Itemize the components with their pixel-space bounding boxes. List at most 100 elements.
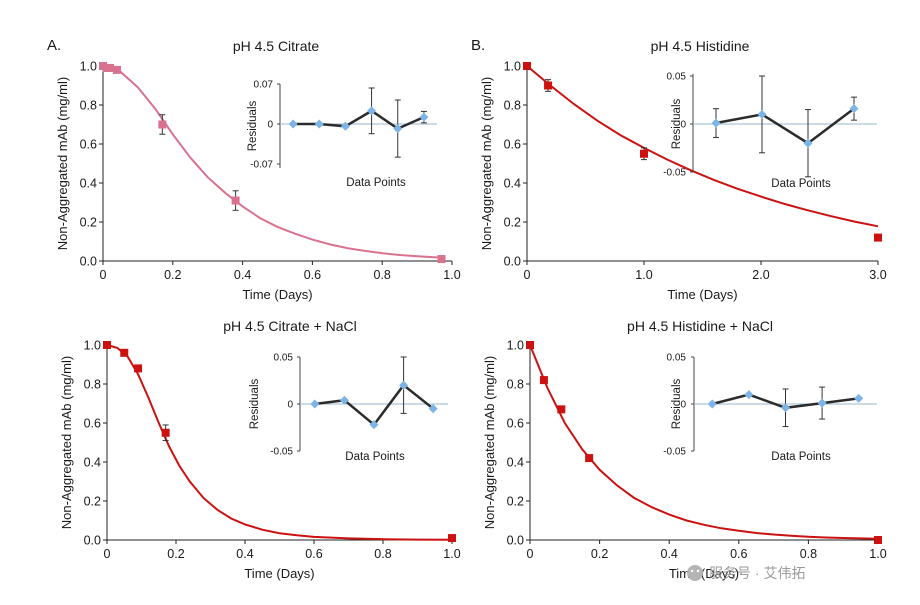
residuals-inset: 0.05 0 -0.05 Data Points Residuals: [663, 72, 877, 190]
x-tick-label: 0.4: [236, 547, 253, 561]
fit-curve: [102, 65, 446, 259]
residual-point: [314, 119, 324, 129]
y-axis-label: Non-Aggregated mAb (mg/ml): [59, 356, 74, 529]
x-tick-label: 0.6: [730, 547, 747, 561]
residual-point: [854, 393, 864, 403]
y-tick-label: 0.4: [504, 177, 521, 191]
x-tick-label: 0.4: [661, 547, 678, 561]
y-tick-label: 1.0: [507, 339, 524, 353]
residual-line: [314, 383, 434, 427]
y-axis-label: Non-Aggregated mAb (mg/ml): [482, 356, 497, 529]
data-point: [544, 81, 553, 90]
data-point: [585, 454, 594, 463]
y-tick-label: 1.0: [504, 60, 521, 74]
residuals-inset: 0.05 0 -0.05 Data Points Residuals: [663, 353, 877, 463]
x-tick-label: 0.2: [591, 547, 608, 561]
chart-title: pH 4.5 Histidine: [651, 38, 750, 54]
x-tick-label: 0: [527, 547, 534, 561]
chart-title: pH 4.5 Citrate: [233, 38, 320, 54]
y-tick-label: 0.6: [507, 417, 524, 431]
inset-tick-label: 0: [680, 400, 686, 411]
data-point: [103, 341, 111, 349]
y-tick-label: 0.8: [507, 378, 524, 392]
inset-tick-label: -0.07: [250, 160, 273, 171]
inset-x-label: Data Points: [345, 451, 405, 463]
residual-point: [419, 112, 429, 122]
x-tick-label: 0: [100, 268, 107, 282]
x-axis-label: Time (Days): [669, 566, 739, 581]
data-point: [523, 62, 531, 70]
fit-curve: [526, 65, 879, 228]
data-point: [448, 534, 456, 543]
y-tick-label: 0.4: [80, 177, 97, 191]
wechat-icon-eye: [696, 569, 700, 573]
data-point: [112, 65, 121, 74]
y-tick-label: 0.2: [84, 495, 101, 509]
x-axis-label: Time (Days): [242, 287, 312, 302]
x-tick-label: 0.8: [374, 547, 391, 561]
inset-x-label: Data Points: [346, 177, 406, 189]
x-tick-label: 0.8: [374, 268, 391, 282]
inset-y-label: Residuals: [247, 101, 259, 152]
inset-tick-label: 0: [680, 120, 686, 131]
y-tick-label: 1.0: [80, 60, 97, 74]
inset-tick-label: 0: [287, 400, 293, 411]
inset-tick-label: 0.05: [667, 353, 687, 364]
y-tick-label: 0.4: [84, 456, 101, 470]
data-point: [526, 341, 534, 349]
inset-x-label: Data Points: [771, 451, 831, 463]
data-point: [120, 348, 129, 357]
residual-point: [340, 121, 350, 131]
y-axis-label: Non-Aggregated mAb (mg/ml): [479, 77, 494, 250]
y-tick-label: 0.0: [504, 255, 521, 269]
y-tick-label: 0.6: [504, 138, 521, 152]
data-point: [640, 149, 648, 158]
x-tick-label: 0.2: [167, 547, 184, 561]
wechat-icon: [687, 565, 703, 581]
fit-curve: [106, 344, 453, 541]
x-tick-label: 0.6: [305, 547, 322, 561]
inset-tick-label: 0.05: [274, 353, 294, 364]
x-tick-label: 0.6: [304, 268, 321, 282]
y-tick-label: 0.8: [84, 378, 101, 392]
inset-y-label: Residuals: [249, 379, 261, 430]
x-tick-label: 1.0: [635, 268, 652, 282]
y-tick-label: 0.0: [507, 534, 524, 548]
data-point: [874, 233, 882, 242]
residual-point: [288, 119, 298, 129]
y-tick-label: 0.0: [84, 534, 101, 548]
y-tick-label: 0.0: [80, 255, 97, 269]
residual-line: [715, 107, 855, 145]
inset-tick-label: 0: [267, 120, 273, 131]
x-tick-label: 0: [104, 547, 111, 561]
inset-tick-label: 0.07: [254, 80, 274, 91]
data-point: [437, 255, 446, 264]
panel-label: A.: [47, 37, 61, 54]
watermark: 服务号 · 艾伟拓: [687, 565, 805, 581]
y-tick-label: 0.8: [504, 99, 521, 113]
chart-panel-4: pH 4.5 Histidine + NaCl 0.0 0.2 0.4 0.6 0.8 1.…: [482, 318, 887, 581]
chart-panel-1: A. pH 4.5 Citrate 0.0 0.2 0.4 0.6 0.8 1.0 0 0.2 0.…: [47, 37, 461, 302]
watermark-text: 服务号 · 艾伟拓: [709, 565, 805, 581]
data-point: [557, 405, 566, 414]
y-tick-label: 0.2: [504, 216, 521, 230]
data-point: [231, 196, 240, 205]
y-tick-label: 0.8: [80, 99, 97, 113]
x-tick-label: 1.0: [443, 268, 460, 282]
inset-y-label: Residuals: [671, 99, 683, 150]
inset-tick-label: -0.05: [663, 168, 686, 179]
x-tick-label: 0: [524, 268, 531, 282]
residual-point: [780, 403, 791, 413]
x-tick-label: 3.0: [869, 268, 886, 282]
fit-curve: [529, 344, 879, 540]
residual-point: [310, 399, 320, 409]
inset-tick-label: -0.05: [663, 447, 686, 458]
chart-title: pH 4.5 Citrate + NaCl: [223, 318, 356, 334]
data-point: [158, 120, 167, 129]
y-axis-label: Non-Aggregated mAb (mg/ml): [55, 77, 70, 250]
x-axis-label: Time (Days): [244, 566, 314, 581]
inset-tick-label: 0.05: [667, 72, 687, 83]
y-tick-label: 0.6: [84, 417, 101, 431]
y-tick-label: 0.4: [507, 456, 524, 470]
